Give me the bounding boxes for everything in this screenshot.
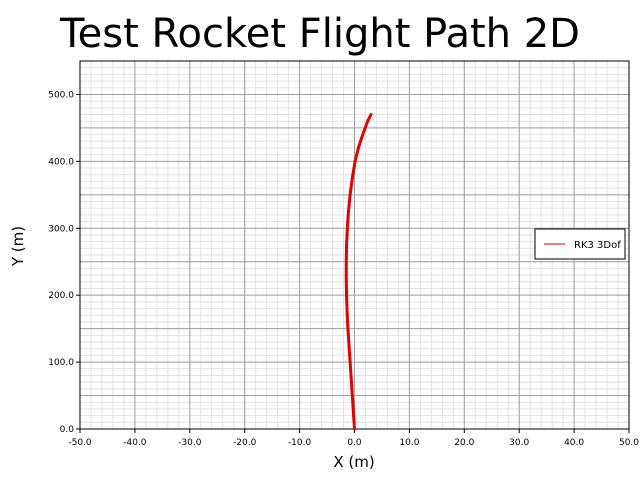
x-tick-label: 20.0 xyxy=(454,438,474,448)
y-axis-label: Y (m) xyxy=(9,226,27,267)
y-tick-label: 400.0 xyxy=(48,157,74,167)
y-tick-label: 100.0 xyxy=(48,358,74,368)
series-line-rk3 xyxy=(344,113,373,431)
x-tick-label: 10.0 xyxy=(399,438,419,448)
y-tick-label: 200.0 xyxy=(48,291,74,301)
x-tick-label: -40.0 xyxy=(123,438,147,448)
y-axis-ticks: 0.0 100.0 200.0 300.0 400.0 500.0 xyxy=(48,90,80,435)
legend-label-rk3: RK3 3Dof xyxy=(574,240,621,251)
series-layer xyxy=(344,113,373,431)
x-tick-label: -50.0 xyxy=(68,438,92,448)
x-tick-label: 0.0 xyxy=(347,438,362,448)
x-tick-label: -20.0 xyxy=(233,438,257,448)
y-tick-label: 500.0 xyxy=(48,90,74,100)
legend: RK3 3Dof xyxy=(534,228,626,260)
y-tick-label: 300.0 xyxy=(48,224,74,234)
x-tick-label: 50.0 xyxy=(619,438,639,448)
x-tick-label: -10.0 xyxy=(288,438,312,448)
chart-title: Test Rocket Flight Path 2D xyxy=(59,11,580,57)
y-tick-label: 0.0 xyxy=(60,425,75,435)
x-tick-label: 40.0 xyxy=(564,438,584,448)
x-tick-label: 30.0 xyxy=(509,438,529,448)
x-axis-label: X (m) xyxy=(333,453,374,471)
x-tick-label: -30.0 xyxy=(178,438,202,448)
x-axis-ticks: -50.0 -40.0 -30.0 -20.0 -10.0 0.0 10.0 20.0 30.0… xyxy=(68,429,639,448)
